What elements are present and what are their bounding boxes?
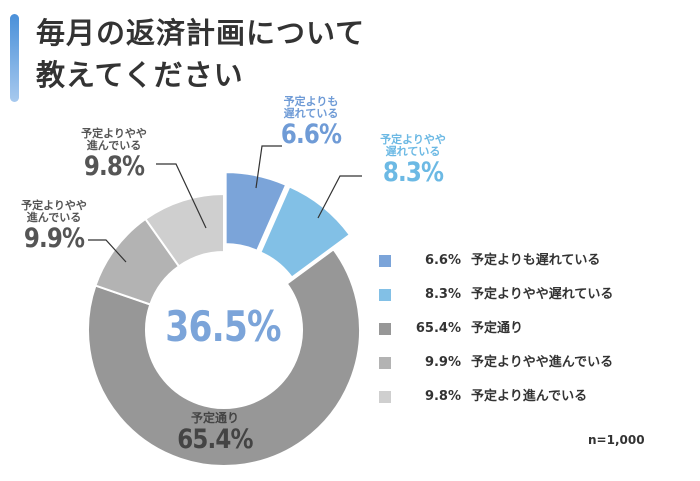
center-value-label: 36.5% <box>165 302 281 351</box>
title-line-2: 教えてください <box>36 58 244 92</box>
leader-ahead <box>156 163 207 229</box>
legend-value: 65.4% <box>415 321 461 336</box>
callout-behind-label-1: 予定よりも <box>283 95 339 108</box>
callout-behind-label-2: 遅れている <box>283 107 339 121</box>
leader-slightly-behind <box>317 175 362 219</box>
legend-swatch <box>379 255 391 267</box>
callout-on-schedule-label: 予定通り <box>190 411 239 425</box>
leader-behind <box>255 145 282 189</box>
legend-swatch <box>379 289 391 301</box>
slice-behind <box>224 171 288 253</box>
callout-ahead-label-1: 予定よりやや <box>81 127 147 140</box>
callout-slightly-behind-label-2: 遅れている <box>385 145 441 159</box>
slice-ahead <box>144 192 225 268</box>
callout-slightly-behind-label-1: 予定よりやや <box>380 133 446 146</box>
legend-label: 予定よりも遅れている <box>471 253 601 268</box>
slice-slightly-behind <box>259 185 352 279</box>
legend-value: 6.6% <box>424 253 461 268</box>
callout-slightly-ahead-value: 9.9% <box>23 223 85 255</box>
legend-swatch <box>379 357 391 369</box>
legend-value: 9.9% <box>424 355 461 370</box>
callout-on-schedule-value: 65.4% <box>177 424 253 456</box>
callout-ahead-value: 9.8% <box>83 151 145 183</box>
chart-title: 毎月の返済計画について 教えてください <box>36 12 365 96</box>
title-accent-bar <box>10 14 19 102</box>
callout-ahead-label-2: 進んでいる <box>86 139 142 153</box>
title-line-1: 毎月の返済計画について <box>36 16 366 50</box>
callout-ahead: 予定よりやや 進んでいる 9.8% <box>64 127 164 183</box>
legend-swatch <box>379 323 391 335</box>
callout-behind: 予定よりも 遅れている 6.6% <box>263 95 359 151</box>
legend-label: 予定よりやや遅れている <box>471 287 614 302</box>
callout-slightly-ahead-label-2: 進んでいる <box>26 211 82 225</box>
sample-size-note: n=1,000 <box>588 433 645 447</box>
legend-label: 予定通り <box>471 321 524 336</box>
callout-slightly-behind: 予定よりやや 遅れている 8.3% <box>363 133 463 189</box>
callout-slightly-ahead-label-1: 予定よりやや <box>21 199 87 212</box>
legend-label: 予定よりやや進んでいる <box>471 355 614 370</box>
slice-on-schedule <box>87 247 361 467</box>
leader-slightly-ahead <box>88 239 127 263</box>
callout-on-schedule: 予定通り 65.4% <box>150 411 280 456</box>
callout-slightly-behind-value: 8.3% <box>382 157 444 189</box>
legend-value: 9.8% <box>424 389 461 404</box>
legend-label: 予定より進んでいる <box>471 389 588 404</box>
legend-value: 8.3% <box>424 287 461 302</box>
legend-swatch <box>379 391 391 403</box>
callout-slightly-ahead: 予定よりやや 進んでいる 9.9% <box>4 199 104 255</box>
callout-behind-value: 6.6% <box>280 119 342 151</box>
